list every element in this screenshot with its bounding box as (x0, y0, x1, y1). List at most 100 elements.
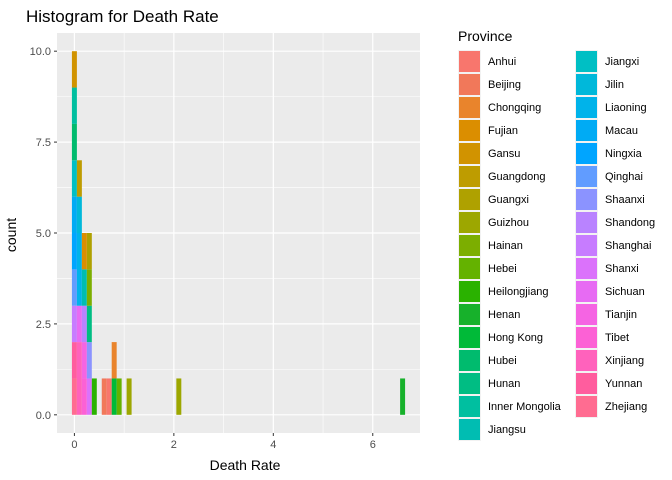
bar-segment-henan (400, 378, 406, 415)
legend-swatch (459, 281, 480, 302)
x-axis-title: Death Rate (210, 457, 281, 473)
bar-segment-hainan (86, 269, 92, 306)
legend-label: Hebei (488, 263, 517, 275)
legend-swatch (576, 235, 597, 256)
legend-swatch (576, 350, 597, 371)
x-tick-label: 2 (171, 439, 177, 451)
bar-segment-heilongjiang (91, 378, 97, 415)
bar-segment-liaoning (76, 233, 82, 306)
bar-segment-hunan (86, 305, 92, 343)
bar-segment-macau (71, 196, 77, 233)
legend-swatch (459, 120, 480, 141)
legend-swatch (459, 327, 480, 348)
bar-segment-anhui (106, 378, 112, 415)
legend-label: Shanghai (605, 240, 652, 252)
legend-swatch (459, 235, 480, 256)
legend-label: Guizhou (488, 217, 529, 229)
legend-label: Shaanxi (605, 194, 645, 206)
legend-label: Fujian (488, 125, 518, 137)
legend-swatch (576, 212, 597, 233)
legend-label: Anhui (488, 56, 516, 68)
bar-segment-tibet (81, 378, 87, 415)
legend-label: Liaoning (605, 102, 647, 114)
legend-label: Jiangsu (488, 424, 526, 436)
legend-swatch (459, 166, 480, 187)
legend-swatch (459, 373, 480, 394)
bar-segment-zhejiang (71, 378, 77, 415)
bar-segment-guizhou (126, 378, 132, 415)
bar-segment-xinjiang (76, 342, 82, 415)
bar-segment-yunnan (71, 342, 77, 379)
legend-swatch (459, 74, 480, 95)
x-axis-ticks: 0 2 4 6 (71, 433, 376, 451)
bar-segment-jiangxi (71, 160, 77, 197)
legend-swatch (459, 189, 480, 210)
legend-label: Ningxia (605, 148, 643, 160)
legend-label: Tibet (605, 332, 629, 344)
legend-label: Inner Mongolia (488, 401, 562, 413)
legend-title: Province (458, 28, 513, 44)
legend-swatch (576, 258, 597, 279)
bar-segment-jiangsu (81, 269, 87, 306)
legend-swatch (459, 258, 480, 279)
legend-label: Hubei (488, 355, 517, 367)
legend-swatch (576, 327, 597, 348)
y-tick-label: 5.0 (36, 228, 51, 240)
bar-segment-tianjin (81, 342, 87, 379)
y-tick-label: 10.0 (30, 46, 51, 58)
legend-swatch (576, 97, 597, 118)
bar-segment-chongqing (111, 342, 117, 379)
chart-title: Histogram for Death Rate (26, 7, 219, 26)
legend-swatch (459, 212, 480, 233)
legend-label: Tianjin (605, 309, 637, 321)
legend-label: Guangxi (488, 194, 529, 206)
legend-label: Xinjiang (605, 355, 644, 367)
legend-label: Jilin (605, 79, 624, 91)
bar-segment-guangxi (86, 233, 92, 270)
bar-segment-hong-kong (111, 378, 117, 415)
legend-swatch (576, 396, 597, 417)
legend-label: Heilongjiang (488, 286, 549, 298)
x-tick-label: 6 (370, 439, 376, 451)
legend-swatch (576, 120, 597, 141)
legend-swatch (459, 419, 480, 440)
legend-swatch (459, 396, 480, 417)
legend-label: Hunan (488, 378, 520, 390)
bar-segment-sichuan (76, 305, 82, 343)
bar-segment-shaanxi (86, 342, 92, 379)
legend-swatch (576, 373, 597, 394)
legend-label: Macau (605, 125, 638, 137)
bar-segment-ningxia (71, 233, 77, 270)
bar-segment-jilin (76, 196, 82, 233)
bar-segment-guangdong (76, 160, 82, 197)
legend-label: Jiangxi (605, 56, 639, 68)
y-tick-label: 0.0 (36, 410, 51, 422)
x-tick-label: 0 (71, 439, 77, 451)
legend-label: Henan (488, 309, 520, 321)
histogram-bars (71, 51, 406, 415)
legend-label: Guangdong (488, 171, 546, 183)
legend-label: Shanxi (605, 263, 639, 275)
x-tick-label: 4 (270, 439, 276, 451)
bar-segment-shandong (81, 305, 87, 343)
bar-segment-gansu (71, 51, 77, 88)
legend-label: Qinghai (605, 171, 643, 183)
legend-swatch (576, 143, 597, 164)
y-axis-ticks: 0.0 2.5 5.0 7.5 10.0 (30, 46, 57, 422)
legend-label: Zhejiang (605, 401, 647, 413)
legend-swatch (459, 51, 480, 72)
y-axis-title: count (3, 218, 19, 252)
legend-swatch (576, 189, 597, 210)
legend-label: Hainan (488, 240, 523, 252)
bar-segment-guizhou (176, 378, 182, 415)
legend-label: Hong Kong (488, 332, 543, 344)
legend-swatch (576, 74, 597, 95)
bar-segment-fujian (81, 233, 87, 270)
legend-swatch (459, 350, 480, 371)
legend-swatch (459, 143, 480, 164)
legend-label: Sichuan (605, 286, 645, 298)
bar-segment-hubei (71, 123, 77, 161)
legend-label: Shandong (605, 217, 655, 229)
legend-label: Chongqing (488, 102, 541, 114)
